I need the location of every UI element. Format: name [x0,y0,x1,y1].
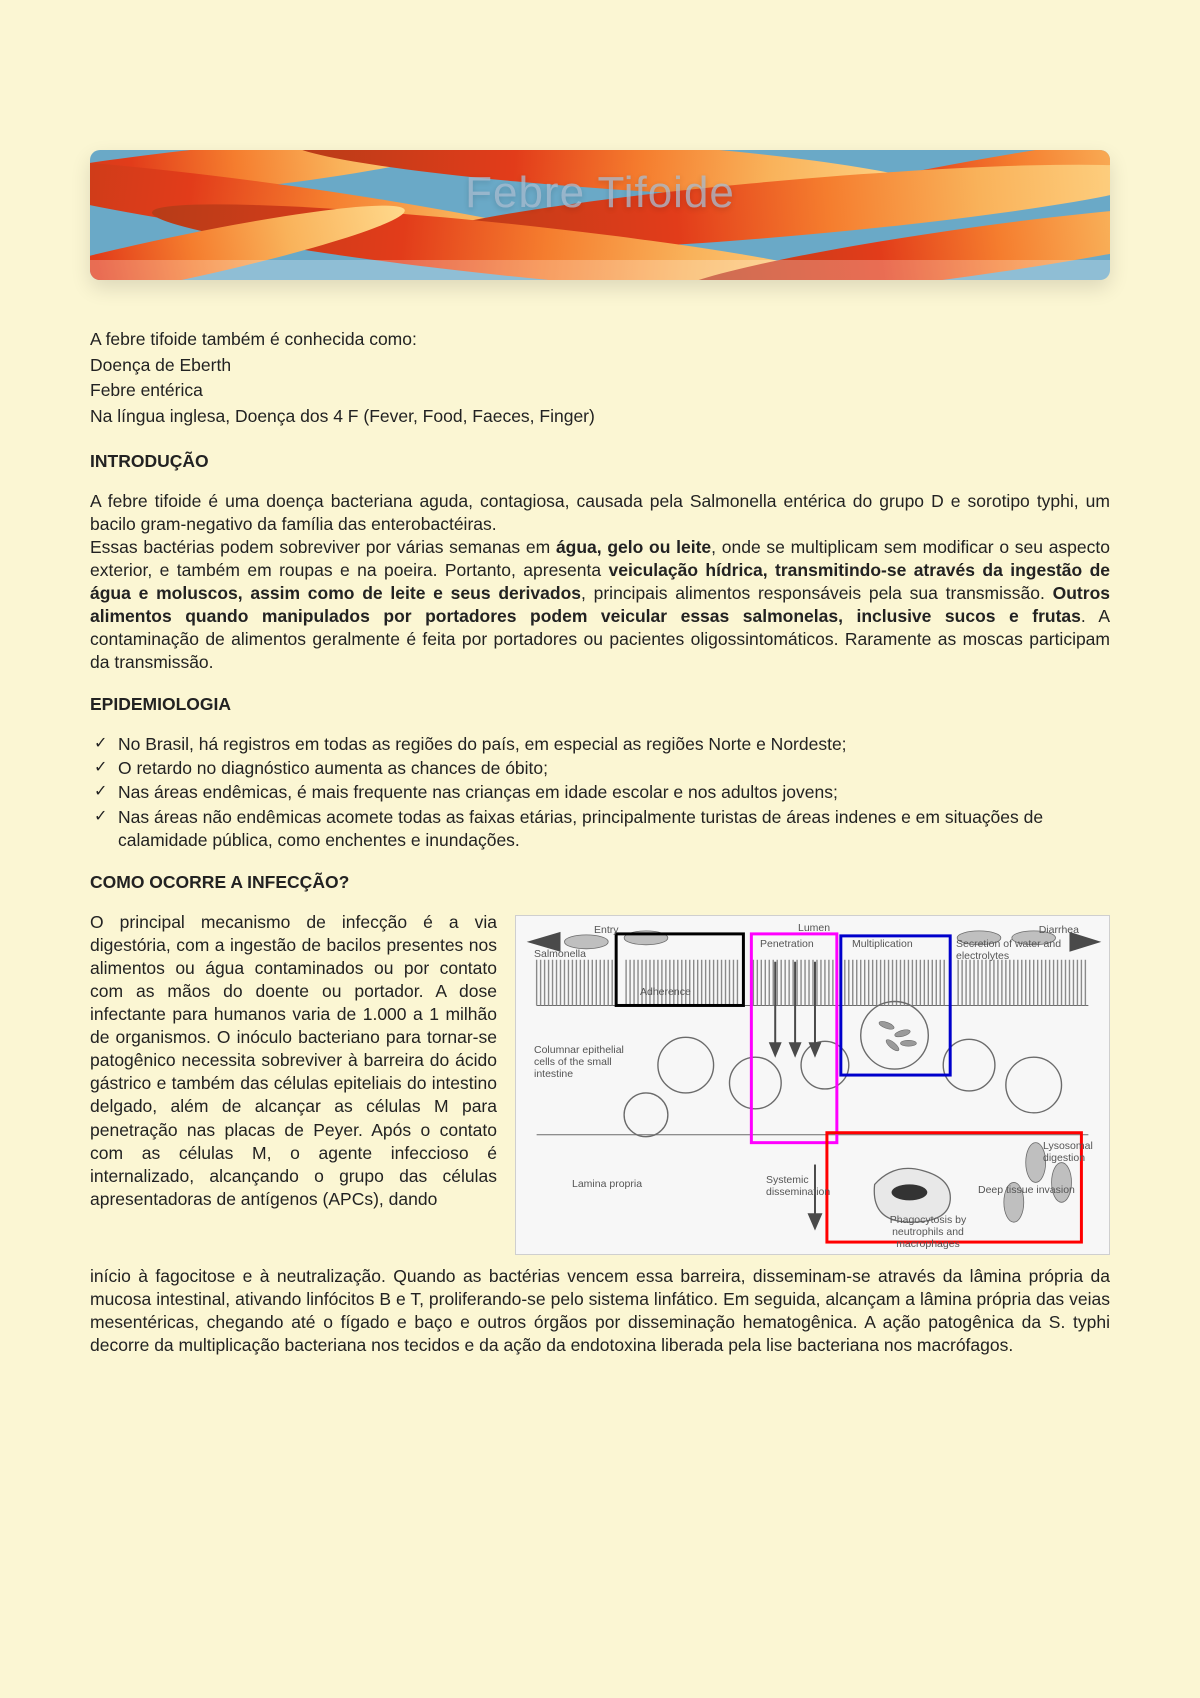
epi-item-1: No Brasil, há registros em todas as regi… [90,733,1110,756]
infection-para-2: início à fagocitose e à neutralização. Q… [90,1265,1110,1357]
banner-title: Febre Tifoide [90,168,1110,218]
intro-bold-1: água, gelo ou leite [556,537,711,557]
diagram-label-salmonella: Salmonella [534,948,586,960]
aka-block: A febre tifoide também é conhecida como:… [90,328,1110,429]
diagram-label-lysosomal: Lysosomal digestion [1043,1140,1103,1164]
diagram-label-deep: Deep tissue invasion [978,1184,1075,1196]
diagram-label-lamina: Lamina propria [572,1178,642,1190]
infection-diagram: Entry Lumen Diarrhea Penetration Multipl… [515,915,1110,1255]
intro-paragraph: A febre tifoide é uma doença bacteriana … [90,490,1110,675]
diagram-label-multiplication: Multiplication [852,938,913,950]
heading-introducao: INTRODUÇÃO [90,451,1110,472]
aka-line-4: Na língua inglesa, Doença dos 4 F (Fever… [90,405,1110,429]
diagram-label-adherence: Adherence [640,986,691,998]
diagram-label-lumen: Lumen [798,922,830,934]
diagram-label-entry: Entry [594,924,619,936]
intro-s2a: Essas bactérias podem sobreviver por vár… [90,537,556,557]
epidemiology-list: No Brasil, há registros em todas as regi… [90,733,1110,851]
infection-block: Entry Lumen Diarrhea Penetration Multipl… [90,911,1110,1263]
aka-line-2: Doença de Eberth [90,354,1110,378]
heading-epidemiologia: EPIDEMIOLOGIA [90,694,1110,715]
epi-item-2: O retardo no diagnóstico aumenta as chan… [90,757,1110,780]
heading-infeccao: COMO OCORRE A INFECÇÃO? [90,872,1110,893]
diagram-label-penetration: Penetration [760,938,814,950]
header-banner: Febre Tifoide [90,150,1110,280]
intro-s1: A febre tifoide é uma doença bacteriana … [90,491,1110,534]
aka-line-3: Febre entérica [90,379,1110,403]
epi-item-4: Nas áreas não endêmicas acomete todas as… [90,806,1110,852]
aka-line-1: A febre tifoide também é conhecida como: [90,328,1110,352]
intro-s2e: , principais alimentos responsáveis pela… [581,583,1053,603]
diagram-label-phago: Phagocytosis by neutrophils and macropha… [868,1214,988,1250]
diagram-svg [516,916,1109,1254]
diagram-label-columnar: Columnar epithelial cells of the small i… [534,1044,634,1080]
epi-item-3: Nas áreas endêmicas, é mais frequente na… [90,781,1110,804]
diagram-label-systemic: Systemic dissemination [766,1174,836,1198]
diagram-label-diarrhea: Diarrhea [1039,924,1079,936]
diagram-label-secretion: Secretion of water and electrolytes [956,938,1096,962]
